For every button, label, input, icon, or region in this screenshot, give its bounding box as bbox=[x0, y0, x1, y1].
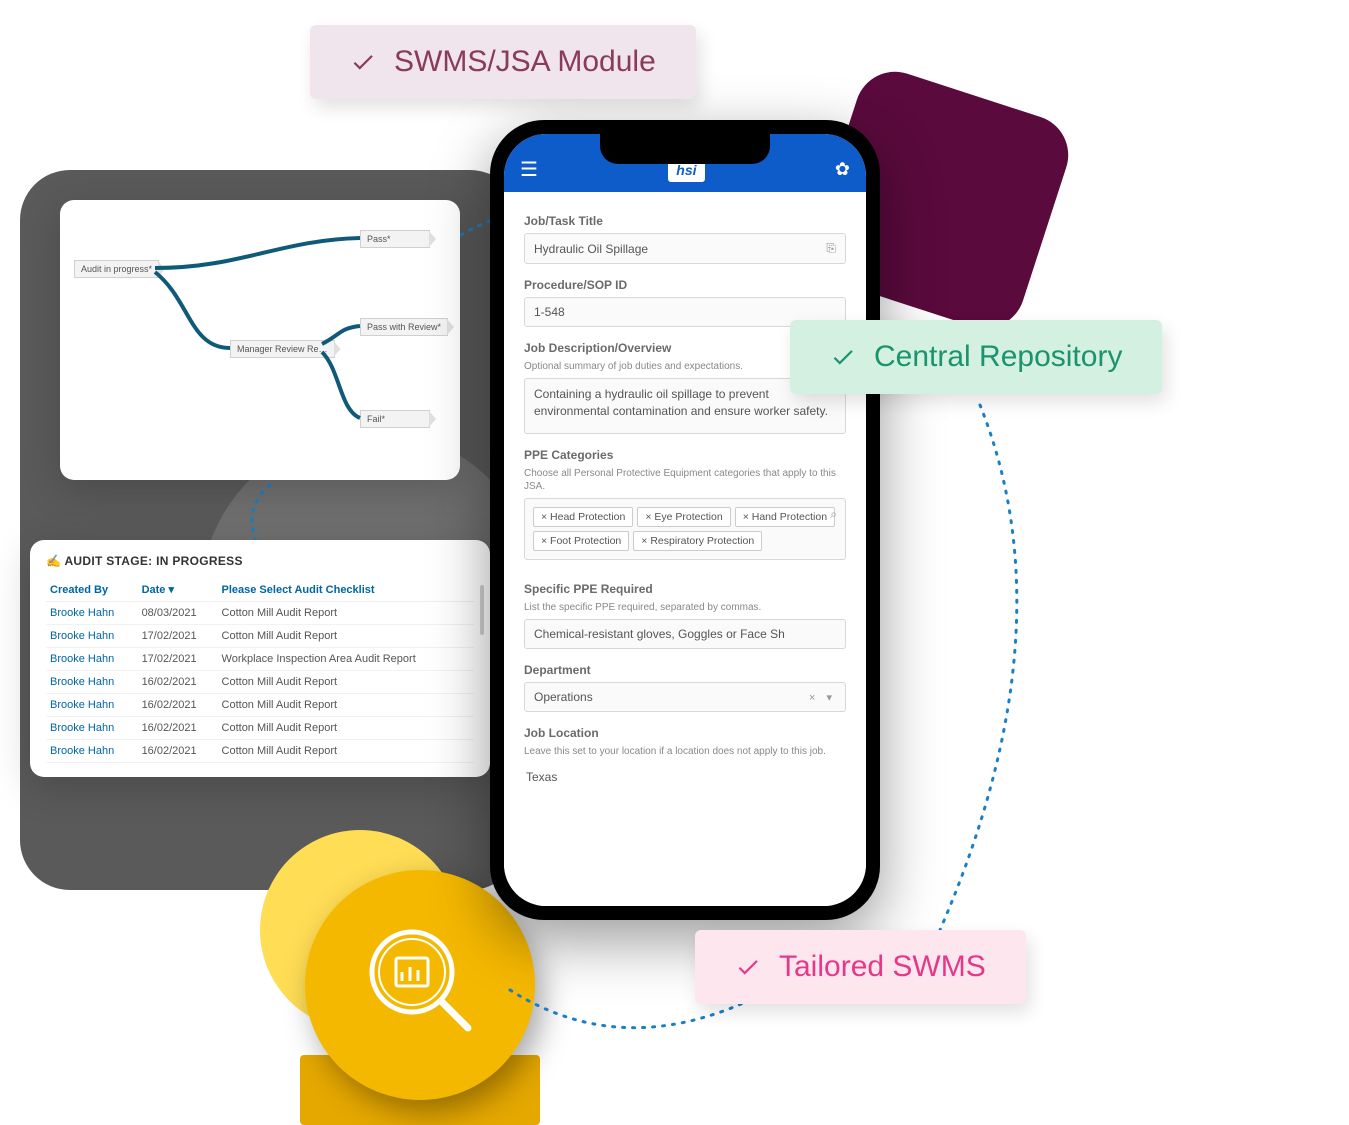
cell-checklist: Cotton Mill Audit Report bbox=[218, 625, 474, 648]
badge-label: SWMS/JSA Module bbox=[394, 45, 656, 79]
cell-created-by: Brooke Hahn bbox=[46, 602, 138, 625]
search-icon[interactable]: ⌕ bbox=[830, 507, 837, 522]
gear-icon[interactable]: ✿ bbox=[835, 159, 850, 180]
badge-tailored-swms: Tailored SWMS bbox=[695, 930, 1026, 1004]
help-location: Leave this set to your location if a loc… bbox=[524, 745, 846, 758]
label-sop: Procedure/SOP ID bbox=[524, 278, 846, 292]
badge-central-repo: Central Repository bbox=[790, 320, 1162, 394]
cell-date: 16/02/2021 bbox=[138, 717, 218, 740]
input-ppe-specific[interactable]: Chemical-resistant gloves, Goggles or Fa… bbox=[524, 619, 846, 649]
select-department[interactable]: Operations × ▾ bbox=[524, 682, 846, 712]
col-created-by[interactable]: Created By bbox=[46, 578, 138, 602]
cell-checklist: Cotton Mill Audit Report bbox=[218, 740, 474, 763]
ppe-tags-container[interactable]: ⌕ × Head Protection× Eye Protection× Han… bbox=[524, 498, 846, 560]
cell-date: 17/02/2021 bbox=[138, 625, 218, 648]
label-department: Department bbox=[524, 663, 846, 677]
label-job-title: Job/Task Title bbox=[524, 214, 846, 228]
cell-checklist: Cotton Mill Audit Report bbox=[218, 671, 474, 694]
cell-date: 16/02/2021 bbox=[138, 694, 218, 717]
phone-screen: ☰ hsi ✿ Job/Task Title Hydraulic Oil Spi… bbox=[504, 134, 866, 906]
cell-created-by: Brooke Hahn bbox=[46, 740, 138, 763]
table-row[interactable]: Brooke Hahn16/02/2021Cotton Mill Audit R… bbox=[46, 740, 474, 763]
table-row[interactable]: Brooke Hahn17/02/2021Cotton Mill Audit R… bbox=[46, 625, 474, 648]
document-icon[interactable]: ⎘ bbox=[826, 241, 836, 256]
label-location: Job Location bbox=[524, 726, 846, 740]
label-ppe-categories: PPE Categories bbox=[524, 448, 846, 462]
cell-date: 08/03/2021 bbox=[138, 602, 218, 625]
cell-created-by: Brooke Hahn bbox=[46, 717, 138, 740]
scrollbar[interactable] bbox=[480, 585, 484, 635]
cell-date: 16/02/2021 bbox=[138, 671, 218, 694]
cell-checklist: Cotton Mill Audit Report bbox=[218, 717, 474, 740]
cell-date: 16/02/2021 bbox=[138, 740, 218, 763]
label-ppe-specific: Specific PPE Required bbox=[524, 582, 846, 596]
col-checklist[interactable]: Please Select Audit Checklist bbox=[218, 578, 474, 602]
select-controls[interactable]: × ▾ bbox=[809, 691, 836, 704]
table-row[interactable]: Brooke Hahn17/02/2021Workplace Inspectio… bbox=[46, 648, 474, 671]
check-icon bbox=[735, 954, 761, 980]
check-icon bbox=[350, 49, 376, 75]
badge-label: Tailored SWMS bbox=[779, 950, 986, 984]
workflow-card: Audit in progress* Manager Review Re… Pa… bbox=[60, 200, 460, 480]
hamburger-icon[interactable]: ☰ bbox=[520, 157, 538, 182]
table-row[interactable]: Brooke Hahn08/03/2021Cotton Mill Audit R… bbox=[46, 602, 474, 625]
phone-mockup: ☰ hsi ✿ Job/Task Title Hydraulic Oil Spi… bbox=[490, 120, 880, 920]
ppe-tag[interactable]: × Hand Protection bbox=[735, 507, 835, 527]
audit-table: Created By Date ▾ Please Select Audit Ch… bbox=[46, 578, 474, 763]
form-body: Job/Task Title Hydraulic Oil Spillage ⎘ … bbox=[504, 192, 866, 906]
audit-table-card: ✍️ AUDIT STAGE: IN PROGRESS Created By D… bbox=[30, 540, 490, 777]
check-icon bbox=[830, 344, 856, 370]
wf-node-pass[interactable]: Pass* bbox=[360, 230, 430, 248]
help-ppe-categories: Choose all Personal Protective Equipment… bbox=[524, 467, 846, 493]
wf-node-audit[interactable]: Audit in progress* bbox=[74, 260, 159, 278]
wf-node-manager[interactable]: Manager Review Re… bbox=[230, 340, 335, 358]
table-row[interactable]: Brooke Hahn16/02/2021Cotton Mill Audit R… bbox=[46, 694, 474, 717]
table-row[interactable]: Brooke Hahn16/02/2021Cotton Mill Audit R… bbox=[46, 671, 474, 694]
wf-node-pass-review[interactable]: Pass with Review* bbox=[360, 318, 448, 336]
ppe-tag[interactable]: × Head Protection bbox=[533, 507, 633, 527]
audit-title: ✍️ AUDIT STAGE: IN PROGRESS bbox=[46, 554, 474, 568]
cell-checklist: Cotton Mill Audit Report bbox=[218, 694, 474, 717]
cell-created-by: Brooke Hahn bbox=[46, 625, 138, 648]
ppe-tag[interactable]: × Respiratory Protection bbox=[633, 531, 762, 551]
help-ppe-specific: List the specific PPE required, separate… bbox=[524, 601, 846, 614]
cell-checklist: Cotton Mill Audit Report bbox=[218, 602, 474, 625]
table-row[interactable]: Brooke Hahn16/02/2021Cotton Mill Audit R… bbox=[46, 717, 474, 740]
cell-checklist: Workplace Inspection Area Audit Report bbox=[218, 648, 474, 671]
badge-label: Central Repository bbox=[874, 340, 1122, 374]
phone-notch bbox=[600, 134, 770, 164]
badge-swms-module: SWMS/JSA Module bbox=[310, 25, 696, 99]
wf-node-fail[interactable]: Fail* bbox=[360, 410, 430, 428]
input-location[interactable]: Texas bbox=[524, 763, 846, 791]
magnifier-chart-icon bbox=[360, 920, 480, 1040]
connector-dots-right bbox=[860, 400, 1080, 940]
cell-created-by: Brooke Hahn bbox=[46, 671, 138, 694]
cell-date: 17/02/2021 bbox=[138, 648, 218, 671]
ppe-tag[interactable]: × Eye Protection bbox=[637, 507, 730, 527]
cell-created-by: Brooke Hahn bbox=[46, 694, 138, 717]
ppe-tag[interactable]: × Foot Protection bbox=[533, 531, 629, 551]
input-job-title[interactable]: Hydraulic Oil Spillage ⎘ bbox=[524, 233, 846, 264]
col-date[interactable]: Date ▾ bbox=[138, 578, 218, 602]
cell-created-by: Brooke Hahn bbox=[46, 648, 138, 671]
